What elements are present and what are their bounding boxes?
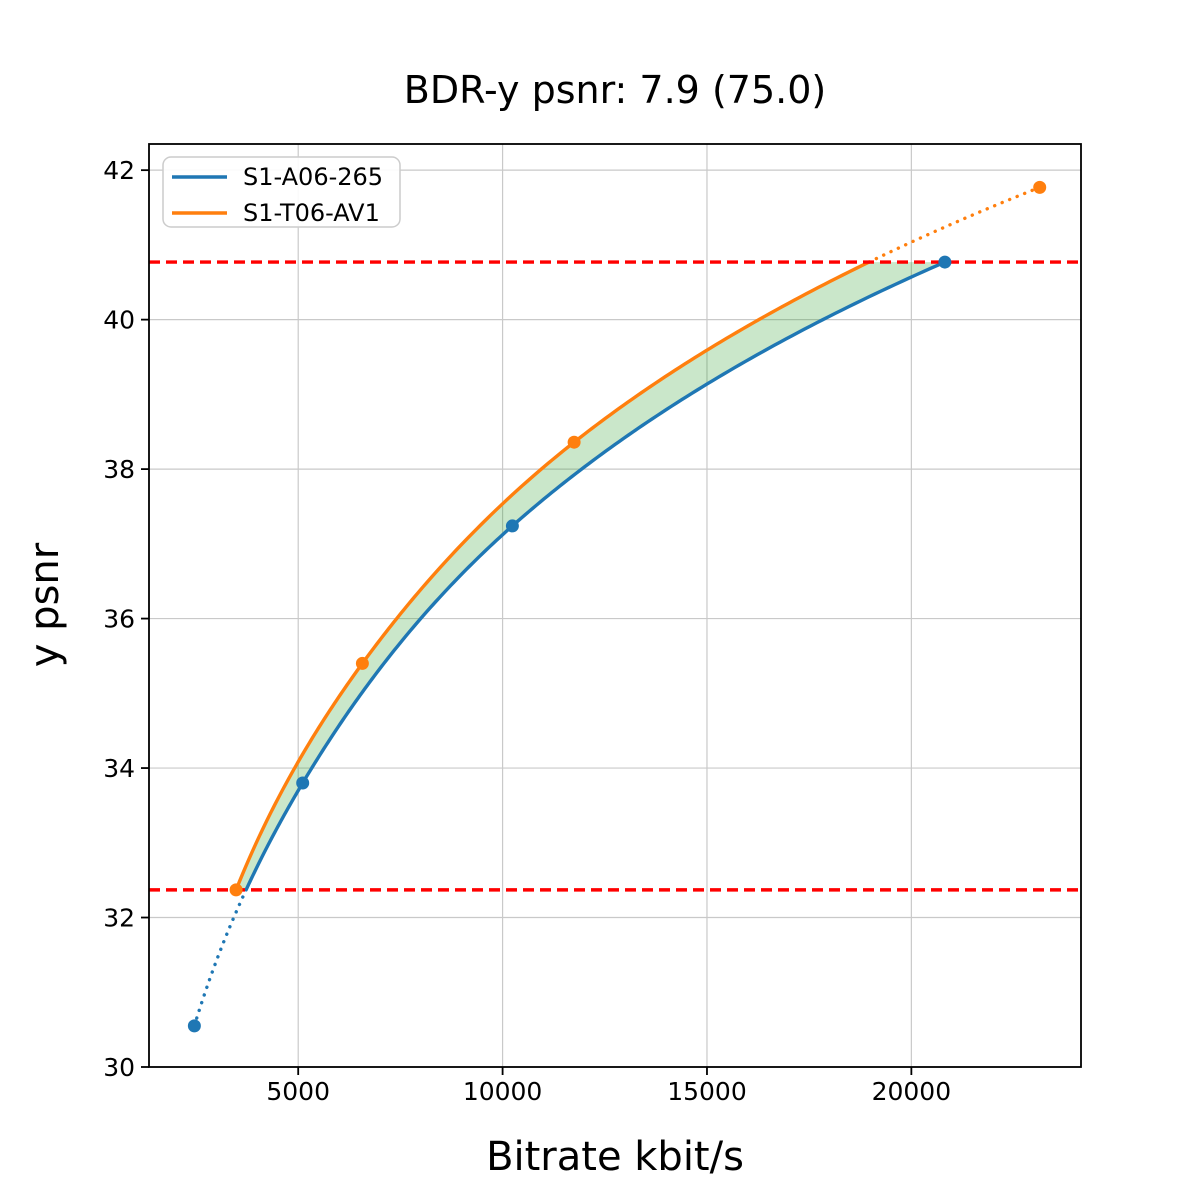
series-s1-a06-265-point-1	[296, 776, 310, 790]
series-s1-t06-av1-dotted	[867, 185, 1042, 264]
series-curves	[192, 185, 1042, 1028]
series-s1-a06-265-point-0	[187, 1019, 201, 1033]
ytick-label-38: 38	[103, 455, 135, 484]
y-axis-label: y psnr	[22, 542, 68, 667]
ytick-label-42: 42	[103, 156, 135, 185]
ytick-label-30: 30	[103, 1053, 135, 1082]
series-s1-t06-av1-line	[234, 260, 871, 892]
chart-title: BDR-y psnr: 7.9 (75.0)	[404, 68, 826, 112]
series-s1-a06-265-dotted	[192, 888, 248, 1028]
xtick-label-20000: 20000	[872, 1077, 952, 1106]
legend-box	[162, 156, 401, 228]
series-s1-a06-265-point-2	[505, 519, 519, 533]
series-s1-a06-265-point-3	[938, 255, 952, 269]
series-s1-t06-av1-point-1	[355, 656, 369, 670]
series-s1-a06-265-line	[244, 260, 947, 892]
ytick-label-40: 40	[103, 306, 135, 335]
xtick-label-10000: 10000	[463, 1077, 543, 1106]
series-s1-t06-av1-point-2	[567, 435, 581, 449]
axis-ticks: 5000 10000 15000 20000 30 32 34 36 38 40 42	[103, 156, 951, 1106]
plot-frame	[148, 143, 1082, 1068]
xtick-label-15000: 15000	[667, 1077, 747, 1106]
psnr-bound-lines	[149, 260, 1081, 892]
data-point-markers	[187, 180, 1047, 1033]
xtick-label-5000: 5000	[266, 1077, 330, 1106]
gridlines	[149, 144, 1081, 1068]
legend-label-0: S1-A06-265	[243, 163, 383, 191]
legend-label-1: S1-T06-AV1	[243, 199, 380, 227]
ytick-label-34: 34	[103, 754, 135, 783]
ytick-label-32: 32	[103, 904, 135, 933]
legend: S1-A06-265 S1-T06-AV1	[162, 156, 401, 228]
series-s1-t06-av1-point-0	[229, 883, 243, 897]
series-s1-t06-av1-point-3	[1033, 180, 1047, 194]
ytick-label-36: 36	[103, 605, 135, 634]
x-axis-label: Bitrate kbit/s	[486, 1134, 744, 1180]
